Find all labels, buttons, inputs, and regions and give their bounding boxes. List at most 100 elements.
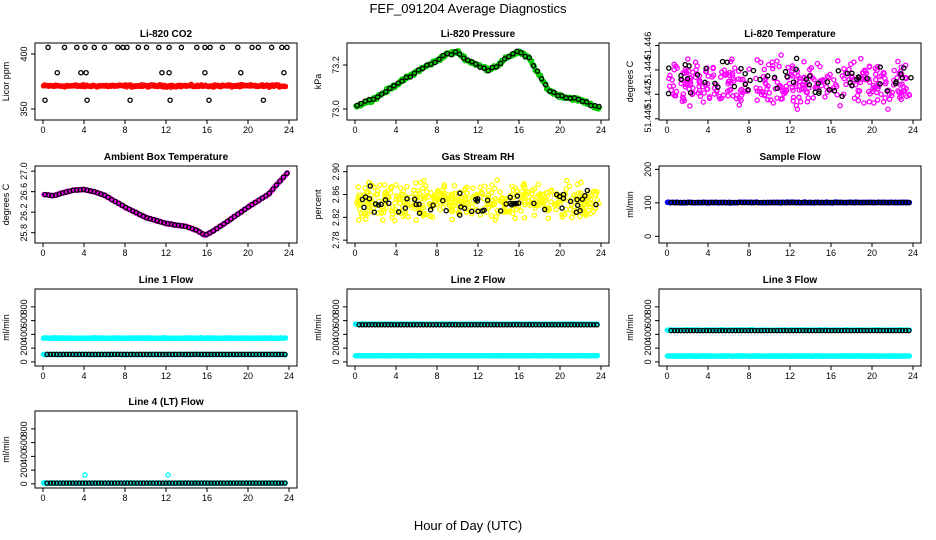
data-point [76, 351, 82, 358]
data-point [83, 69, 89, 76]
data-point [776, 63, 782, 70]
data-point [45, 44, 51, 51]
data-point [594, 322, 600, 328]
data-point [279, 44, 285, 51]
data-point [439, 322, 446, 328]
y-tick-label: 800 [643, 299, 653, 314]
data-point [506, 208, 513, 214]
data-point [872, 76, 879, 83]
data-point [745, 87, 751, 93]
data-point [89, 351, 95, 358]
data-point [359, 322, 366, 328]
data-point [700, 327, 706, 334]
data-point [237, 480, 243, 486]
data-point [378, 210, 385, 216]
data-point [880, 327, 886, 334]
data-point [671, 199, 678, 206]
data-point [565, 322, 571, 328]
data-point [555, 199, 561, 206]
data-point [753, 85, 759, 91]
x-tick-label: 12 [785, 371, 795, 381]
data-point [574, 202, 581, 209]
data-point [54, 69, 61, 76]
data-point [551, 191, 557, 198]
data-point [367, 183, 373, 189]
x-tick-label: 20 [243, 371, 253, 381]
data-point [47, 480, 54, 486]
x-tick-label: 24 [284, 493, 294, 503]
data-point [872, 84, 878, 91]
data-point [568, 201, 575, 208]
data-point [681, 327, 687, 334]
data-point [422, 183, 429, 189]
data-point [674, 327, 681, 334]
panel-title: Li-820 Temperature [744, 29, 836, 40]
data-point [510, 200, 516, 207]
data-point [541, 206, 548, 213]
data-point [481, 65, 487, 71]
data-point [402, 205, 409, 211]
data-point [228, 216, 234, 222]
x-tick-label: 4 [705, 371, 710, 381]
data-point [417, 322, 423, 328]
y-tick-label: 800 [19, 299, 29, 314]
data-point [143, 44, 150, 51]
data-point [198, 351, 205, 358]
data-point [434, 188, 441, 194]
data-point [761, 92, 768, 99]
data-point [504, 322, 510, 328]
data-point [854, 327, 861, 334]
data-point [360, 199, 366, 205]
data-point [774, 85, 780, 92]
data-point [745, 199, 751, 206]
data-point [735, 327, 742, 334]
data-point [388, 322, 394, 328]
x-tick-label: 8 [434, 248, 439, 258]
data-point [587, 322, 594, 328]
data-point [411, 70, 418, 77]
plot-area [40, 335, 289, 358]
data-point [835, 58, 841, 64]
data-point [831, 88, 838, 94]
x-tick-label: 4 [705, 248, 710, 258]
data-point [374, 191, 381, 197]
data-point [224, 480, 230, 486]
data-point [413, 217, 419, 223]
data-point [150, 351, 156, 358]
data-point [839, 73, 846, 79]
data-point [867, 327, 874, 334]
data-point [889, 89, 896, 96]
data-point [115, 480, 121, 486]
data-point [886, 327, 893, 334]
data-point [77, 187, 83, 193]
y-tick-label: 400 [19, 46, 29, 61]
data-point [563, 186, 569, 192]
y-tick-label: 800 [331, 299, 341, 314]
data-point [277, 178, 283, 184]
data-point [739, 327, 745, 334]
data-point [748, 199, 755, 206]
data-point [742, 81, 749, 88]
y-tick-label: 0 [331, 359, 341, 364]
panel-title: Li-820 Pressure [441, 29, 516, 40]
data-point [866, 63, 873, 70]
data-point [278, 351, 285, 358]
data-point [674, 199, 681, 206]
data-point [469, 203, 475, 210]
data-point [855, 97, 862, 104]
data-point [389, 215, 395, 221]
data-point [354, 102, 360, 109]
data-point [111, 351, 118, 358]
data-point [764, 86, 770, 92]
data-point [230, 480, 237, 486]
data-point [531, 200, 537, 207]
data-point [767, 327, 774, 334]
data-point [269, 480, 275, 486]
data-point [386, 200, 392, 207]
data-point [549, 322, 555, 328]
panel-3: Ambient Box Temperature degrees C 0 4 8 12 16 2… [1, 152, 298, 258]
data-point [233, 480, 240, 486]
data-point [812, 327, 819, 334]
data-point [172, 351, 179, 358]
panel-5: Sample Flow ml/min 0 4 8 12 16 20 24 0 100 200 [625, 152, 922, 258]
